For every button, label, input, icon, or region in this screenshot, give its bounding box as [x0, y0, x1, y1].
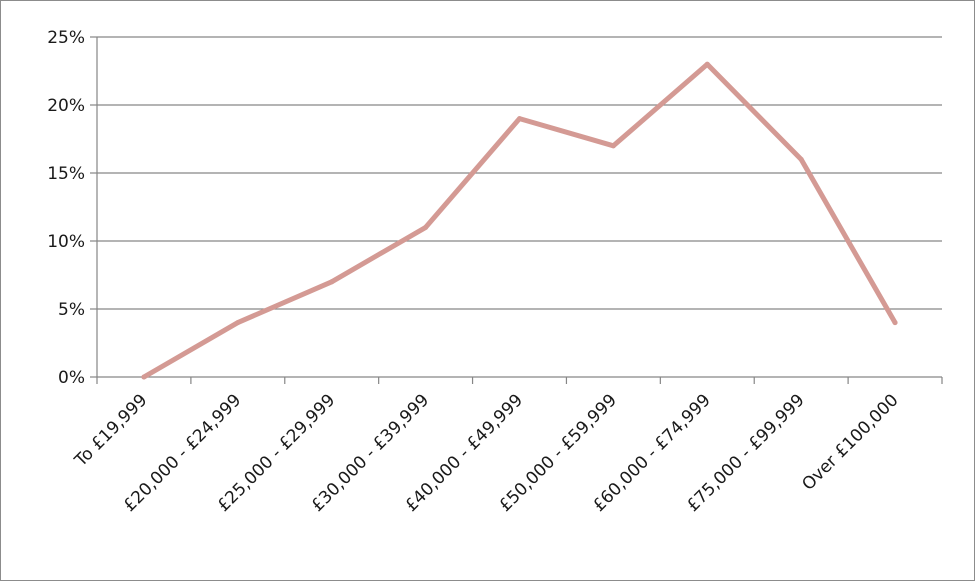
x-category-label: Over £100,000: [798, 390, 902, 494]
data-point: [610, 143, 616, 149]
data-point: [517, 116, 522, 122]
x-tick-labels: To £19,999£20,000 - £24,999£25,000 - £29…: [70, 390, 902, 516]
data-point: [798, 156, 804, 162]
data-point: [892, 320, 898, 326]
y-tick-label: 0%: [58, 368, 85, 388]
x-category-label: To £19,999: [70, 390, 151, 471]
series-layer: [141, 61, 898, 380]
data-point: [235, 320, 241, 326]
data-point: [329, 279, 335, 285]
data-point: [423, 224, 429, 230]
y-tick-label: 20%: [47, 96, 85, 116]
y-tick-label: 15%: [47, 164, 85, 184]
y-tick-label: 5%: [58, 300, 85, 320]
data-point: [704, 61, 710, 67]
series-line: [141, 61, 898, 380]
y-tick-labels: 0% 5% 10% 15% 20% 25%: [47, 28, 85, 388]
y-tick-label: 25%: [47, 28, 85, 48]
gridlines: [97, 36, 942, 310]
axes: [90, 36, 943, 384]
y-tick-label: 10%: [47, 232, 85, 252]
data-point: [141, 374, 147, 380]
